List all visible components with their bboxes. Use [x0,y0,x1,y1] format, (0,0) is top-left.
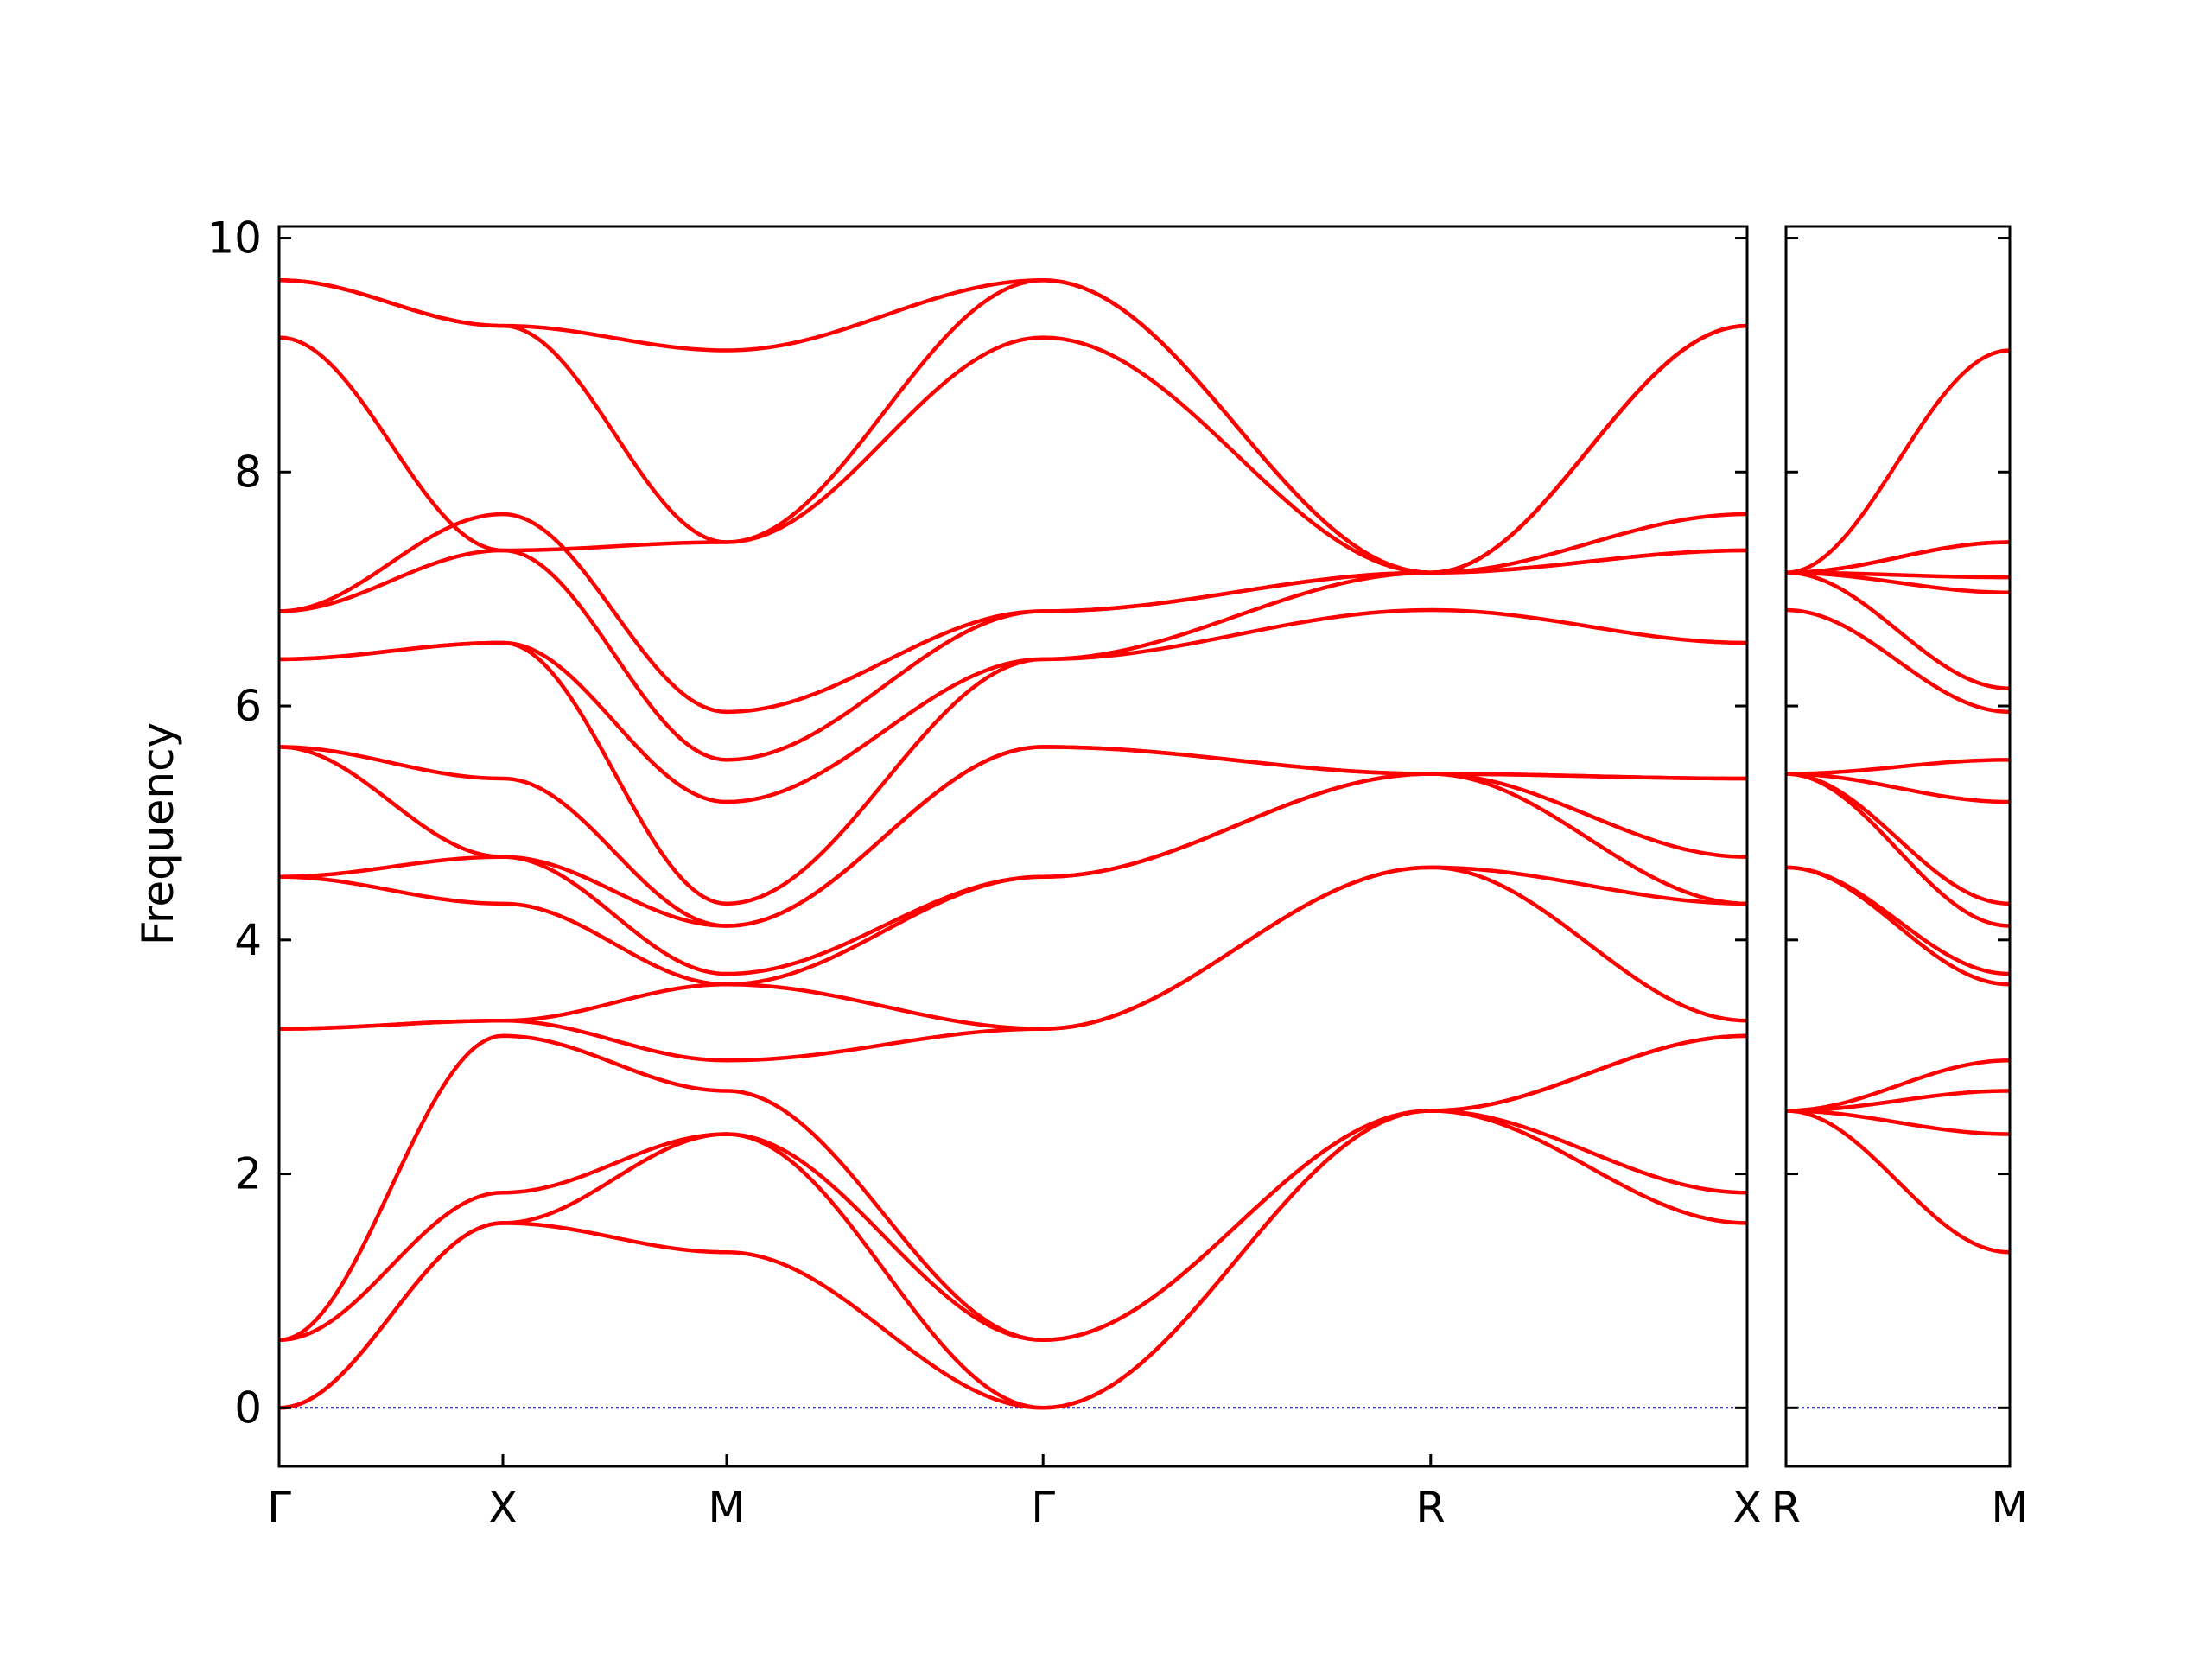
x-tick-label: Γ [1031,1483,1055,1533]
band-line-11 [278,607,1748,906]
band-line-14 [1785,570,2011,580]
band-line-17 [278,278,1748,575]
band-line-2 [278,1109,1748,1410]
y-tick-label: 4 [234,915,262,965]
band-line-15 [278,323,1748,575]
band-line-7 [278,772,1748,987]
band-line-4 [1785,1058,2011,1113]
x-tick-label: M [1991,1483,2028,1533]
plot-frame [1784,225,2012,1468]
band-line-1 [278,1109,1748,1410]
band-line-13 [278,548,1748,762]
y-axis-label: Frequency [133,722,183,945]
band-line-5 [278,865,1748,1063]
band-line-9 [1785,772,2011,804]
band-line-14 [278,512,1748,715]
y-tick-label: 0 [234,1382,262,1433]
band-line-10 [278,745,1748,928]
x-tick-label: R [1415,1483,1446,1533]
plot-frame [277,225,1749,1468]
band-line-6 [278,865,1748,1031]
band-line-6 [1785,865,2011,976]
band-line-10 [1785,758,2011,776]
band-line-11 [1785,607,2011,715]
band-panel-main: Γ X M Γ R X 0 2 4 6 8 10 [207,213,1762,1533]
x-tick-label: X [488,1483,518,1533]
band-line-4 [278,1033,1748,1343]
band-line-3 [278,1033,1748,1343]
band-line-16 [1785,540,2011,575]
y-tick-label: 6 [234,681,262,731]
band-line-1 [1785,1109,2011,1255]
y-tick-label: 10 [207,213,262,264]
band-line-8 [278,772,1748,976]
x-tick-label: M [708,1483,745,1533]
y-tick-label: 8 [234,447,262,497]
band-line-3 [1785,1089,2011,1113]
band-line-2 [1785,1109,2011,1136]
y-tick-label: 2 [234,1149,262,1199]
x-tick-label: Γ [267,1483,291,1533]
band-line-17 [1785,348,2011,575]
band-line-12 [1785,570,2011,690]
band-line-8 [1785,772,2011,906]
x-tick-label: X [1732,1483,1762,1533]
band-line-7 [1785,772,2011,928]
x-tick-label: R [1771,1483,1802,1533]
band-line-12 [278,548,1748,804]
